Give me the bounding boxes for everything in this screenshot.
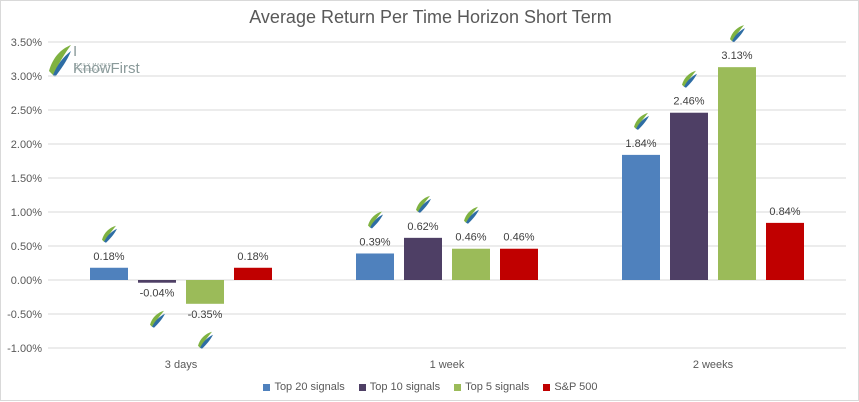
bar: [452, 248, 490, 280]
y-tick-label: 2.00%: [11, 139, 42, 151]
y-tick-label: 3.00%: [11, 71, 42, 83]
data-label: 0.62%: [407, 221, 438, 233]
bar: [138, 280, 176, 283]
data-label: 3.13%: [721, 50, 752, 62]
chart-title: Average Return Per Time Horizon Short Te…: [249, 7, 612, 27]
bar: [90, 267, 128, 280]
logo-leaf-icon: [49, 45, 71, 77]
legend-item: Top 5 signals: [454, 381, 529, 393]
logo-text: I KnowFirst: [73, 43, 140, 77]
data-label: 0.18%: [93, 251, 124, 263]
legend-swatch: [358, 383, 366, 391]
legend-label: Top 20 signals: [274, 381, 345, 393]
legend-swatch: [543, 383, 551, 391]
y-tick-label: 2.50%: [11, 105, 42, 117]
iknowfirst-logo: I KnowFirst DAILY MARKET FORECAST: [45, 41, 145, 79]
bar: [404, 237, 442, 280]
bar: [718, 67, 756, 280]
legend-item: S&P 500: [543, 381, 598, 393]
data-label: 0.84%: [769, 206, 800, 218]
data-label: -0.04%: [140, 288, 175, 300]
data-label: 1.84%: [625, 138, 656, 150]
leaf-marker-icon: [368, 211, 383, 229]
bar: [622, 154, 660, 280]
category-label: 3 days: [165, 359, 198, 371]
bar: [186, 280, 224, 304]
leaf-marker-icon: [730, 25, 745, 43]
legend-item: Top 20 signals: [263, 381, 345, 393]
bar: [234, 267, 272, 280]
legend-item: Top 10 signals: [358, 381, 441, 393]
bar: [500, 248, 538, 280]
leaf-marker-icon: [102, 225, 117, 243]
legend-swatch: [454, 383, 462, 391]
category-label: 2 weeks: [693, 359, 734, 371]
leaf-marker-icon: [416, 195, 431, 213]
y-tick-label: 0.50%: [11, 241, 42, 253]
leaf-marker-icon: [150, 310, 165, 328]
bar: [670, 112, 708, 280]
chart-legend: Top 20 signals Top 10 signals Top 5 signal…: [1, 381, 859, 393]
bar: [766, 222, 804, 280]
legend-label: S&P 500: [554, 381, 598, 393]
data-label: -0.35%: [188, 309, 223, 321]
y-tick-label: -1.00%: [7, 343, 42, 355]
data-label: 0.46%: [503, 232, 534, 244]
y-tick-label: 1.00%: [11, 207, 42, 219]
leaf-marker-icon: [198, 331, 213, 349]
leaf-marker-icon: [464, 206, 479, 224]
category-label: 1 week: [430, 359, 465, 371]
y-tick-label: 3.50%: [11, 37, 42, 49]
data-label: 0.18%: [237, 251, 268, 263]
data-label: 2.46%: [673, 96, 704, 108]
data-label: 0.39%: [359, 236, 390, 248]
y-tick-label: -0.50%: [7, 309, 42, 321]
legend-label: Top 10 signals: [369, 381, 441, 393]
bar: [356, 253, 394, 280]
y-tick-label: 0.00%: [11, 275, 42, 287]
logo-tagline: DAILY MARKET FORECAST: [75, 62, 115, 72]
legend-label: Top 5 signals: [465, 381, 530, 393]
y-tick-label: 1.50%: [11, 173, 42, 185]
data-label: 0.46%: [455, 232, 486, 244]
leaf-marker-icon: [634, 112, 649, 130]
legend-swatch: [263, 383, 271, 391]
leaf-marker-icon: [682, 70, 697, 88]
